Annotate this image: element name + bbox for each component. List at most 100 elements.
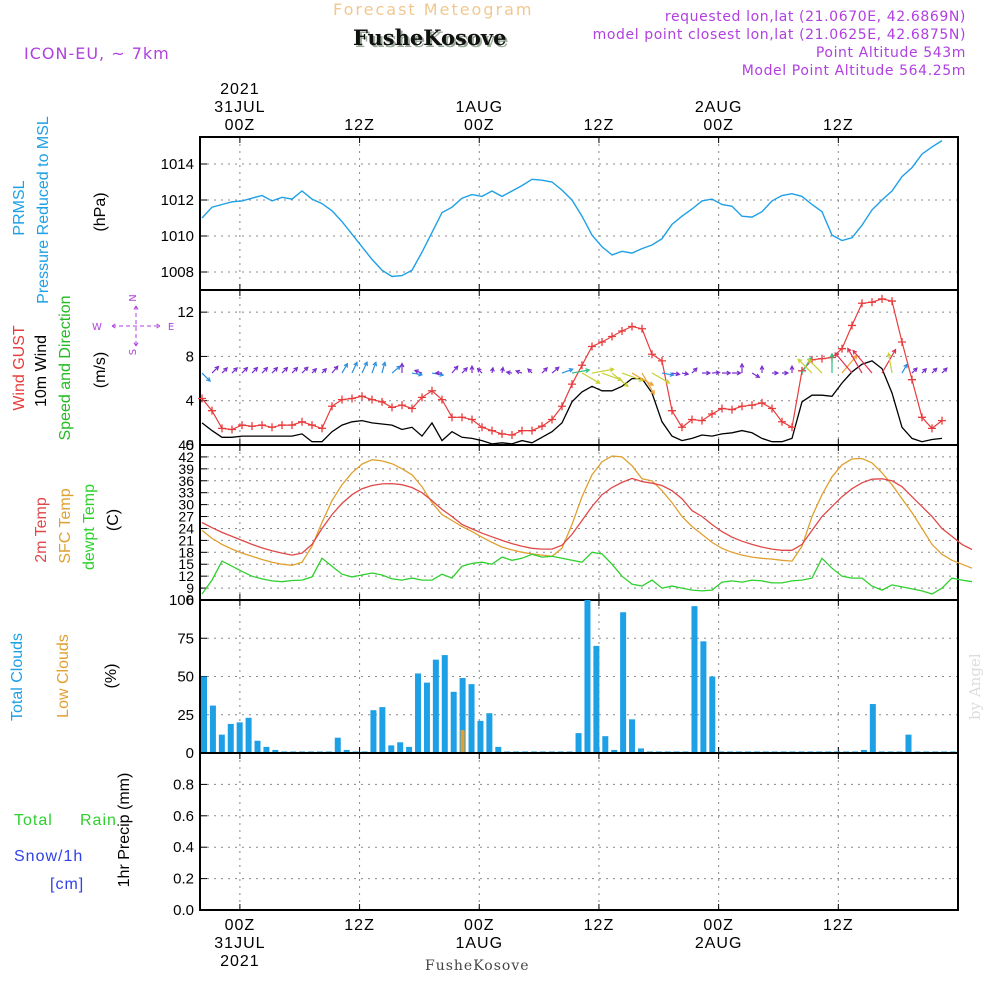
y-tick-label: 30 [178, 497, 194, 513]
total-cloud-bar [860, 749, 867, 752]
label-snow-unit: [cm] [50, 876, 84, 893]
wind-gust-marker [408, 404, 416, 413]
wind-gust-marker [478, 423, 486, 432]
wind-gust-marker [268, 423, 276, 432]
panel-frame-precip [199, 752, 959, 911]
wind-direction-arrow [469, 364, 475, 374]
y-tick-label: 75 [177, 630, 194, 647]
y-tick-label: 12 [177, 304, 194, 321]
total-cloud-bar [869, 704, 876, 752]
label-ms: (m/s) [92, 352, 109, 388]
y-tick-label: 50 [177, 669, 194, 686]
wind-gust-marker [298, 417, 306, 426]
total-cloud-bar [388, 745, 395, 752]
model-altitude: Model Point Altitude 564.25m [741, 63, 966, 79]
wind-direction-arrow [281, 366, 289, 374]
total-cloud-bar [441, 655, 448, 752]
wind-gust-marker [748, 401, 756, 410]
y-tick-label: 0.4 [173, 839, 194, 856]
panel-frame-wind [199, 289, 959, 446]
y-tick-label: 0 [186, 745, 194, 762]
total-cloud-bar [343, 749, 350, 752]
label-10m-wind: 10m Wind [33, 335, 50, 407]
wind-gust-marker [458, 413, 466, 422]
wind-gust-marker [908, 375, 916, 384]
total-cloud-bar [557, 751, 564, 752]
y-tick-label: 0.2 [173, 871, 194, 888]
time-label-top: 00Z [703, 117, 734, 134]
wind-gust-marker [868, 298, 876, 307]
wind-gust-marker [838, 344, 846, 353]
wind-gust-marker [598, 338, 606, 347]
total-cloud-bar [816, 751, 823, 752]
wind-direction-arrow [921, 367, 928, 374]
wind-gust-marker [388, 403, 396, 412]
time-label-bottom: 2021 [220, 953, 260, 970]
label-speed-direction: Speed and Direction [57, 296, 74, 441]
station-name: FusheKosove [353, 25, 507, 50]
y-tick-label: 0.8 [173, 776, 194, 793]
y-tick-label: 0.0 [173, 902, 194, 919]
total-cloud-bar [477, 720, 484, 752]
wind-gust-marker [728, 405, 736, 414]
wind-direction-arrow [291, 366, 299, 374]
wind-gust-line [201, 298, 943, 436]
total-cloud-bar [218, 734, 225, 752]
label-2m-temp: 2m Temp [33, 497, 50, 563]
wind-direction-arrow [351, 361, 358, 374]
wind-gust-marker [628, 322, 636, 331]
y-tick-label: 45 [178, 437, 194, 453]
total-cloud-bar [691, 606, 698, 752]
total-cloud-bar [771, 751, 778, 752]
total-cloud-bar [584, 600, 591, 752]
wind-direction-arrow [201, 372, 211, 382]
wind-gust-marker [498, 429, 506, 438]
wind-direction-arrow [797, 358, 813, 374]
wind-direction-arrow [321, 367, 328, 374]
wind-gust-marker [568, 380, 576, 389]
time-label-bottom: 00Z [464, 917, 495, 934]
wind-gust-marker [878, 294, 886, 303]
total-cloud-bar [905, 734, 912, 752]
y-tick-label: 15 [178, 556, 194, 572]
total-cloud-bar [227, 723, 234, 752]
total-cloud-bar [299, 751, 306, 752]
panel-frame-pressure [199, 136, 959, 291]
wind-gust-marker [228, 425, 236, 434]
wind-gust-marker [778, 417, 786, 426]
time-label-top: 12Z [584, 117, 615, 134]
total-cloud-bar [602, 736, 609, 752]
wind-direction-arrow [514, 369, 523, 375]
wind-gust-marker [638, 324, 646, 333]
total-cloud-bar [923, 751, 930, 752]
wind-gust-marker [618, 326, 626, 335]
temp-2m-line [201, 477, 973, 556]
total-cloud-bar [682, 751, 689, 752]
wind-gust-marker [428, 386, 436, 395]
wind-direction-arrow [881, 348, 897, 374]
y-tick-label: 0 [186, 437, 194, 454]
total-cloud-bar [548, 751, 555, 752]
total-cloud-bar [575, 733, 582, 752]
label-sfc-temp: SFC Temp [57, 488, 74, 563]
total-cloud-bar [432, 659, 439, 752]
wind-direction-arrow [911, 367, 918, 374]
y-tick-label: 0.6 [173, 808, 194, 825]
author-credit: by Angel [966, 653, 984, 720]
y-tick-label: 1014 [161, 156, 194, 173]
time-label-bottom: 12Z [344, 917, 375, 934]
y-tick-label: 1010 [161, 228, 194, 245]
y-tick-label: 39 [178, 461, 194, 477]
total-cloud-bar [851, 751, 858, 752]
label-1hr-precip: 1hr Precip (mm) [116, 773, 133, 888]
compass-w: W [92, 322, 102, 333]
wind-direction-arrow [381, 361, 387, 374]
wind-gust-marker [788, 423, 796, 432]
y-tick-label: 18 [178, 544, 194, 560]
wind-gust-marker [818, 354, 826, 363]
wind-direction-arrow [681, 371, 690, 376]
y-tick-label: 21 [178, 532, 194, 548]
compass-s: S [128, 349, 139, 355]
total-cloud-bar [941, 751, 948, 752]
